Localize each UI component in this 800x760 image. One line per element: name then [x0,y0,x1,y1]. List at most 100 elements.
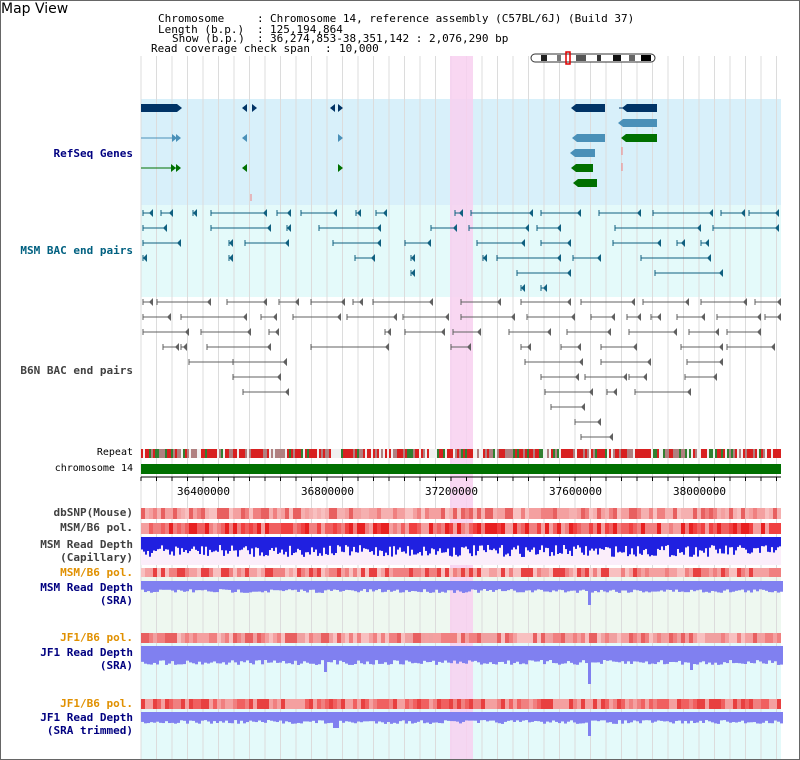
repeat-segment [249,449,251,458]
depth-bar [693,581,696,592]
bac-end-arrow [685,298,689,306]
depth-bar [441,537,443,553]
depth-bar [498,646,501,662]
bac-end-arrow [589,388,593,396]
depth-bar [291,712,294,724]
heat-cell [757,633,761,643]
depth-bar [777,581,780,593]
heat-cell [173,568,177,577]
heat-cell [389,568,393,577]
repeat-segment [235,449,237,458]
depth-bar [593,537,595,551]
depth-bar [522,581,525,593]
depth-bar [450,712,453,722]
heat-cell [221,699,225,709]
bac-end-arrow [207,298,211,306]
repeat-segment [627,449,629,458]
heat-cell [721,568,725,577]
depth-bar [773,537,775,553]
depth-bar [387,581,390,590]
repeat-segment [423,449,425,458]
repeat-segment [381,449,383,458]
heat-cell [545,523,549,534]
heat-cell [573,568,577,577]
depth-bar [144,712,147,724]
heat-cell [189,568,193,577]
heat-cell [617,633,621,643]
repeat-segment [263,449,265,458]
depth-bar [366,712,369,722]
heat-cell [533,699,537,709]
depth-bar [288,712,291,723]
heat-cell [661,523,665,534]
heat-cell [701,508,705,519]
heat-cell [569,568,573,577]
depth-bar [504,581,507,592]
depth-bar [303,537,305,557]
heat-cell [545,508,549,519]
depth-bar [432,712,435,723]
heat-cell [157,633,161,643]
bac-end-arrow [543,284,547,292]
heat-cell [237,633,241,643]
depth-bar [411,646,414,664]
depth-bar [591,712,594,721]
heat-cell [437,633,441,643]
depth-bar [209,537,211,550]
gene-feature [576,164,593,172]
depth-bar [447,581,450,591]
repeat-segment [545,449,547,458]
depth-bar [714,712,717,724]
bac-end-arrow [557,254,561,262]
heat-cell [293,699,297,709]
depth-bar [267,537,269,556]
depth-bar [702,712,705,723]
heat-cell [285,523,289,534]
depth-bar [666,712,669,722]
depth-bar [417,646,420,664]
heat-cell [525,699,529,709]
heat-cell [569,508,573,519]
heat-cell [393,633,397,643]
depth-bar [264,646,267,661]
bac-end-arrow [287,224,291,232]
depth-bar [611,537,613,557]
depth-bar [714,581,717,592]
depth-bar [747,581,750,591]
repeat-segment [447,449,449,458]
depth-bar [567,712,570,722]
depth-bar [541,537,543,546]
heat-cell [585,633,589,643]
depth-bar [681,537,683,553]
repeat-segment [665,449,667,458]
repeat-segment [541,449,543,458]
depth-bar [693,537,695,555]
repeat-segment [399,449,401,458]
bac-end-arrow [673,328,677,336]
repeat-segment [357,449,359,458]
repeat-segment [233,449,235,458]
heat-cell [761,633,765,643]
bac-end-arrow [333,209,337,217]
bac-end-arrow [657,239,661,247]
depth-bar [719,537,721,549]
heat-cell [629,699,633,709]
heat-cell [225,699,229,709]
repeat-segment [379,449,381,458]
depth-bar [725,537,727,546]
depth-bar [413,537,415,555]
gene-arrow [242,164,247,172]
heat-cell [165,699,169,709]
heat-cell [385,568,389,577]
heat-cell [473,699,477,709]
depth-bar [513,537,515,548]
depth-bar [401,537,403,552]
heat-cell [225,508,229,519]
depth-bar [423,712,426,724]
depth-bar [318,712,321,721]
heat-cell [641,699,645,709]
length-label: Length (b.p.) [158,23,245,36]
depth-bar [279,581,282,591]
repeat-segment [475,449,477,458]
